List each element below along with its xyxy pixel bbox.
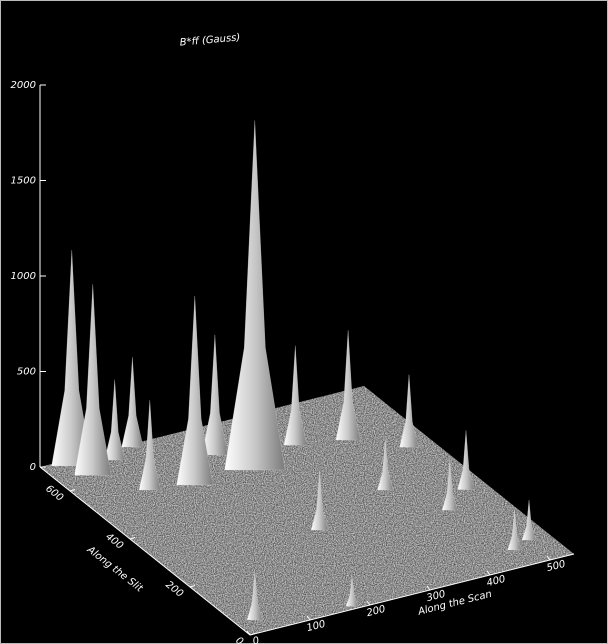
peak [310,470,329,531]
y-tick [69,489,76,492]
y-tick [129,537,136,540]
y-tick [189,585,196,588]
peak [345,575,359,607]
peak [441,460,458,511]
peak [335,330,361,441]
x-axis [249,553,575,636]
peak-layer [51,120,537,621]
peak [283,345,307,446]
ground-layer [40,386,574,635]
peak [457,430,475,490]
peak [377,438,394,491]
peak [74,284,112,476]
x-tick [306,615,311,621]
z-tick-label: 500 [17,367,36,378]
ground-texture [40,386,574,635]
peak [507,509,522,551]
y-axis [39,466,251,636]
peak [104,379,125,461]
z-tick-label: 2000 [11,80,36,91]
x-tick [366,600,371,606]
x-tick-label: 400 [486,574,507,589]
peak [176,295,214,486]
peak [121,357,144,448]
peak [246,570,263,621]
z-tick-label: 1000 [11,271,36,282]
x-tick-label: 500 [546,559,567,574]
x-tick [426,585,431,591]
peak [224,120,286,471]
x-tick-label: 200 [366,604,387,619]
x-tick-label: 300 [426,589,447,604]
chart-title: B*ff (Gauss) [179,32,240,48]
x-tick [486,570,491,576]
x-tick-label: 0 [252,635,261,644]
x-tick [246,630,251,636]
peak [521,499,537,541]
y-tick-label: 0 [233,635,245,644]
z-tick-label: 0 [30,462,36,473]
peak [138,400,161,491]
peak [399,374,419,448]
x-tick [546,555,551,561]
x-tick-label: 100 [306,619,327,634]
z-tick-label: 1500 [11,176,36,187]
peak [201,334,229,456]
